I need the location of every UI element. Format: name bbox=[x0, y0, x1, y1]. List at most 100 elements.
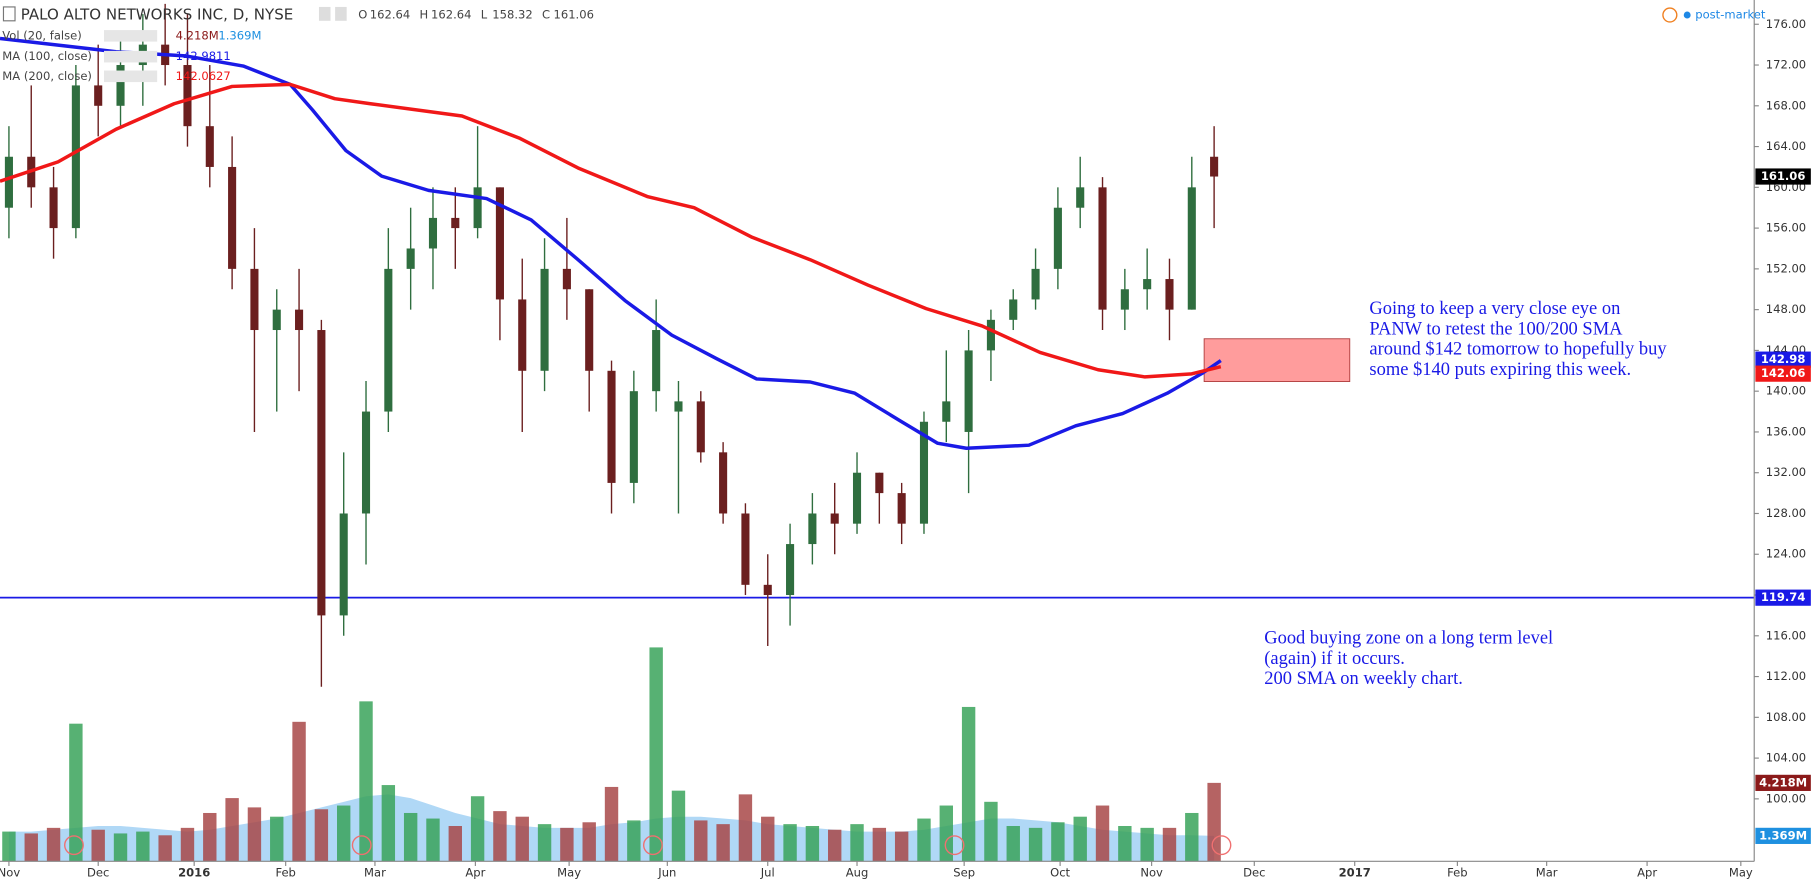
candle-body bbox=[696, 401, 705, 453]
y-tick-label: 108.00 bbox=[1766, 710, 1806, 724]
legend-value: 1.369M bbox=[218, 28, 261, 42]
volume-bar bbox=[136, 831, 150, 862]
x-tick-label: Mar bbox=[364, 865, 386, 879]
volume-bar bbox=[314, 809, 329, 862]
legend-icons bbox=[104, 70, 158, 83]
candle-body bbox=[585, 289, 594, 371]
candle-body bbox=[897, 493, 906, 524]
volume-bar bbox=[850, 824, 864, 862]
header: PALO ALTO NETWORKS INC, D, NYSE post-mar… bbox=[2, 6, 1766, 24]
axes: 100.00104.00108.00112.00116.00120.00124.… bbox=[0, 17, 1806, 880]
y-tick-label: 104.00 bbox=[1766, 751, 1806, 765]
volume-bar bbox=[337, 805, 351, 862]
volume-bar bbox=[1140, 827, 1154, 862]
x-tick-label: 2016 bbox=[178, 865, 210, 879]
legend-label: Vol (20, false) bbox=[2, 28, 81, 42]
menu-icon[interactable] bbox=[2, 6, 16, 22]
volume-bar bbox=[738, 794, 753, 862]
candle-body bbox=[339, 513, 348, 616]
volume-bar bbox=[403, 812, 418, 862]
earnings-marker[interactable] bbox=[64, 835, 84, 856]
price-tag-label: 142.98 bbox=[1761, 352, 1806, 366]
volume-bar bbox=[24, 833, 38, 862]
volume-bar bbox=[515, 816, 529, 862]
volume-bar bbox=[359, 701, 373, 862]
y-tick-label: 168.00 bbox=[1766, 98, 1806, 112]
legend-icons bbox=[104, 50, 158, 63]
earnings-marker[interactable] bbox=[944, 835, 965, 856]
earnings-marker[interactable] bbox=[351, 835, 372, 856]
annotation-line: (again) if it occurs. bbox=[1264, 648, 1405, 669]
y-tick-label: 132.00 bbox=[1766, 465, 1806, 479]
volume-bar bbox=[292, 721, 306, 862]
candle-body bbox=[250, 268, 259, 331]
ohlc-value: 162.64 bbox=[431, 8, 471, 22]
candle-body bbox=[719, 452, 728, 514]
volume-bar bbox=[69, 723, 83, 862]
status-icon[interactable] bbox=[1662, 7, 1678, 23]
volume-bar bbox=[716, 824, 730, 862]
candle-body bbox=[674, 401, 683, 412]
x-tick-label: Nov bbox=[0, 865, 20, 879]
volume-bar bbox=[158, 835, 172, 862]
candle-body bbox=[1031, 268, 1040, 300]
volume-bar bbox=[1162, 827, 1177, 862]
x-tick-label: Mar bbox=[1536, 865, 1558, 879]
candle-body bbox=[652, 330, 661, 392]
volume-bar bbox=[604, 786, 619, 862]
candle-body bbox=[1187, 187, 1196, 310]
candle-body bbox=[919, 421, 929, 524]
legend-label: MA (200, close) bbox=[2, 69, 92, 83]
settings-icon[interactable] bbox=[335, 6, 347, 21]
volume-bar bbox=[828, 829, 842, 862]
earnings-marker[interactable] bbox=[642, 835, 663, 856]
y-tick-label: 116.00 bbox=[1766, 628, 1806, 642]
volume-bar bbox=[180, 827, 195, 862]
volume-bar bbox=[649, 647, 663, 862]
volume-bar bbox=[894, 831, 909, 862]
volume-bar bbox=[917, 818, 931, 862]
y-tick-label: 176.00 bbox=[1766, 17, 1806, 31]
legend-value: 4.218M bbox=[176, 28, 219, 42]
x-tick-label: Jul bbox=[760, 865, 775, 879]
ohlc-value: 162.64 bbox=[370, 8, 410, 22]
price-tag-label: 161.06 bbox=[1761, 169, 1806, 183]
legend-value: 142.9811 bbox=[176, 49, 231, 63]
ohlc-key: H bbox=[419, 8, 428, 22]
candle-body bbox=[1076, 187, 1085, 208]
ohlc-key: O bbox=[358, 8, 367, 22]
volume-bar bbox=[46, 827, 61, 862]
volume-bar bbox=[1051, 822, 1065, 862]
candle-body bbox=[741, 513, 750, 585]
candle-body bbox=[183, 65, 192, 127]
volume-tag bbox=[1755, 827, 1811, 844]
candle-body bbox=[1165, 279, 1174, 310]
y-tick-label: 148.00 bbox=[1766, 302, 1806, 316]
x-tick-label: Sep bbox=[953, 865, 975, 879]
volume-bar bbox=[671, 790, 686, 862]
earnings-marker[interactable] bbox=[1211, 835, 1232, 856]
candle-body bbox=[808, 513, 817, 545]
candle-body bbox=[428, 217, 438, 249]
status-dot bbox=[1683, 11, 1691, 19]
candle-body bbox=[830, 513, 839, 524]
price-tag bbox=[1755, 589, 1811, 606]
candle-body bbox=[473, 187, 482, 229]
candle-body bbox=[964, 350, 973, 432]
legend-label: MA (100, close) bbox=[2, 49, 92, 63]
candle-body bbox=[763, 584, 772, 596]
candle-body bbox=[295, 309, 304, 331]
annotation-line: PANW to retest the 100/200 SMA bbox=[1369, 318, 1623, 338]
volume-bar bbox=[247, 807, 262, 862]
candle-body bbox=[540, 268, 549, 371]
settings-icon[interactable] bbox=[318, 6, 331, 21]
volume-bar bbox=[872, 827, 887, 862]
volume-bar bbox=[582, 822, 596, 862]
y-tick-label: 164.00 bbox=[1766, 139, 1806, 153]
x-tick-label: Apr bbox=[465, 865, 485, 879]
volume-bar bbox=[1028, 827, 1043, 862]
volume-bar bbox=[1006, 825, 1020, 862]
chart-title: PALO ALTO NETWORKS INC, D, NYSE bbox=[21, 6, 293, 24]
ohlc-value: 158.32 bbox=[492, 8, 532, 22]
